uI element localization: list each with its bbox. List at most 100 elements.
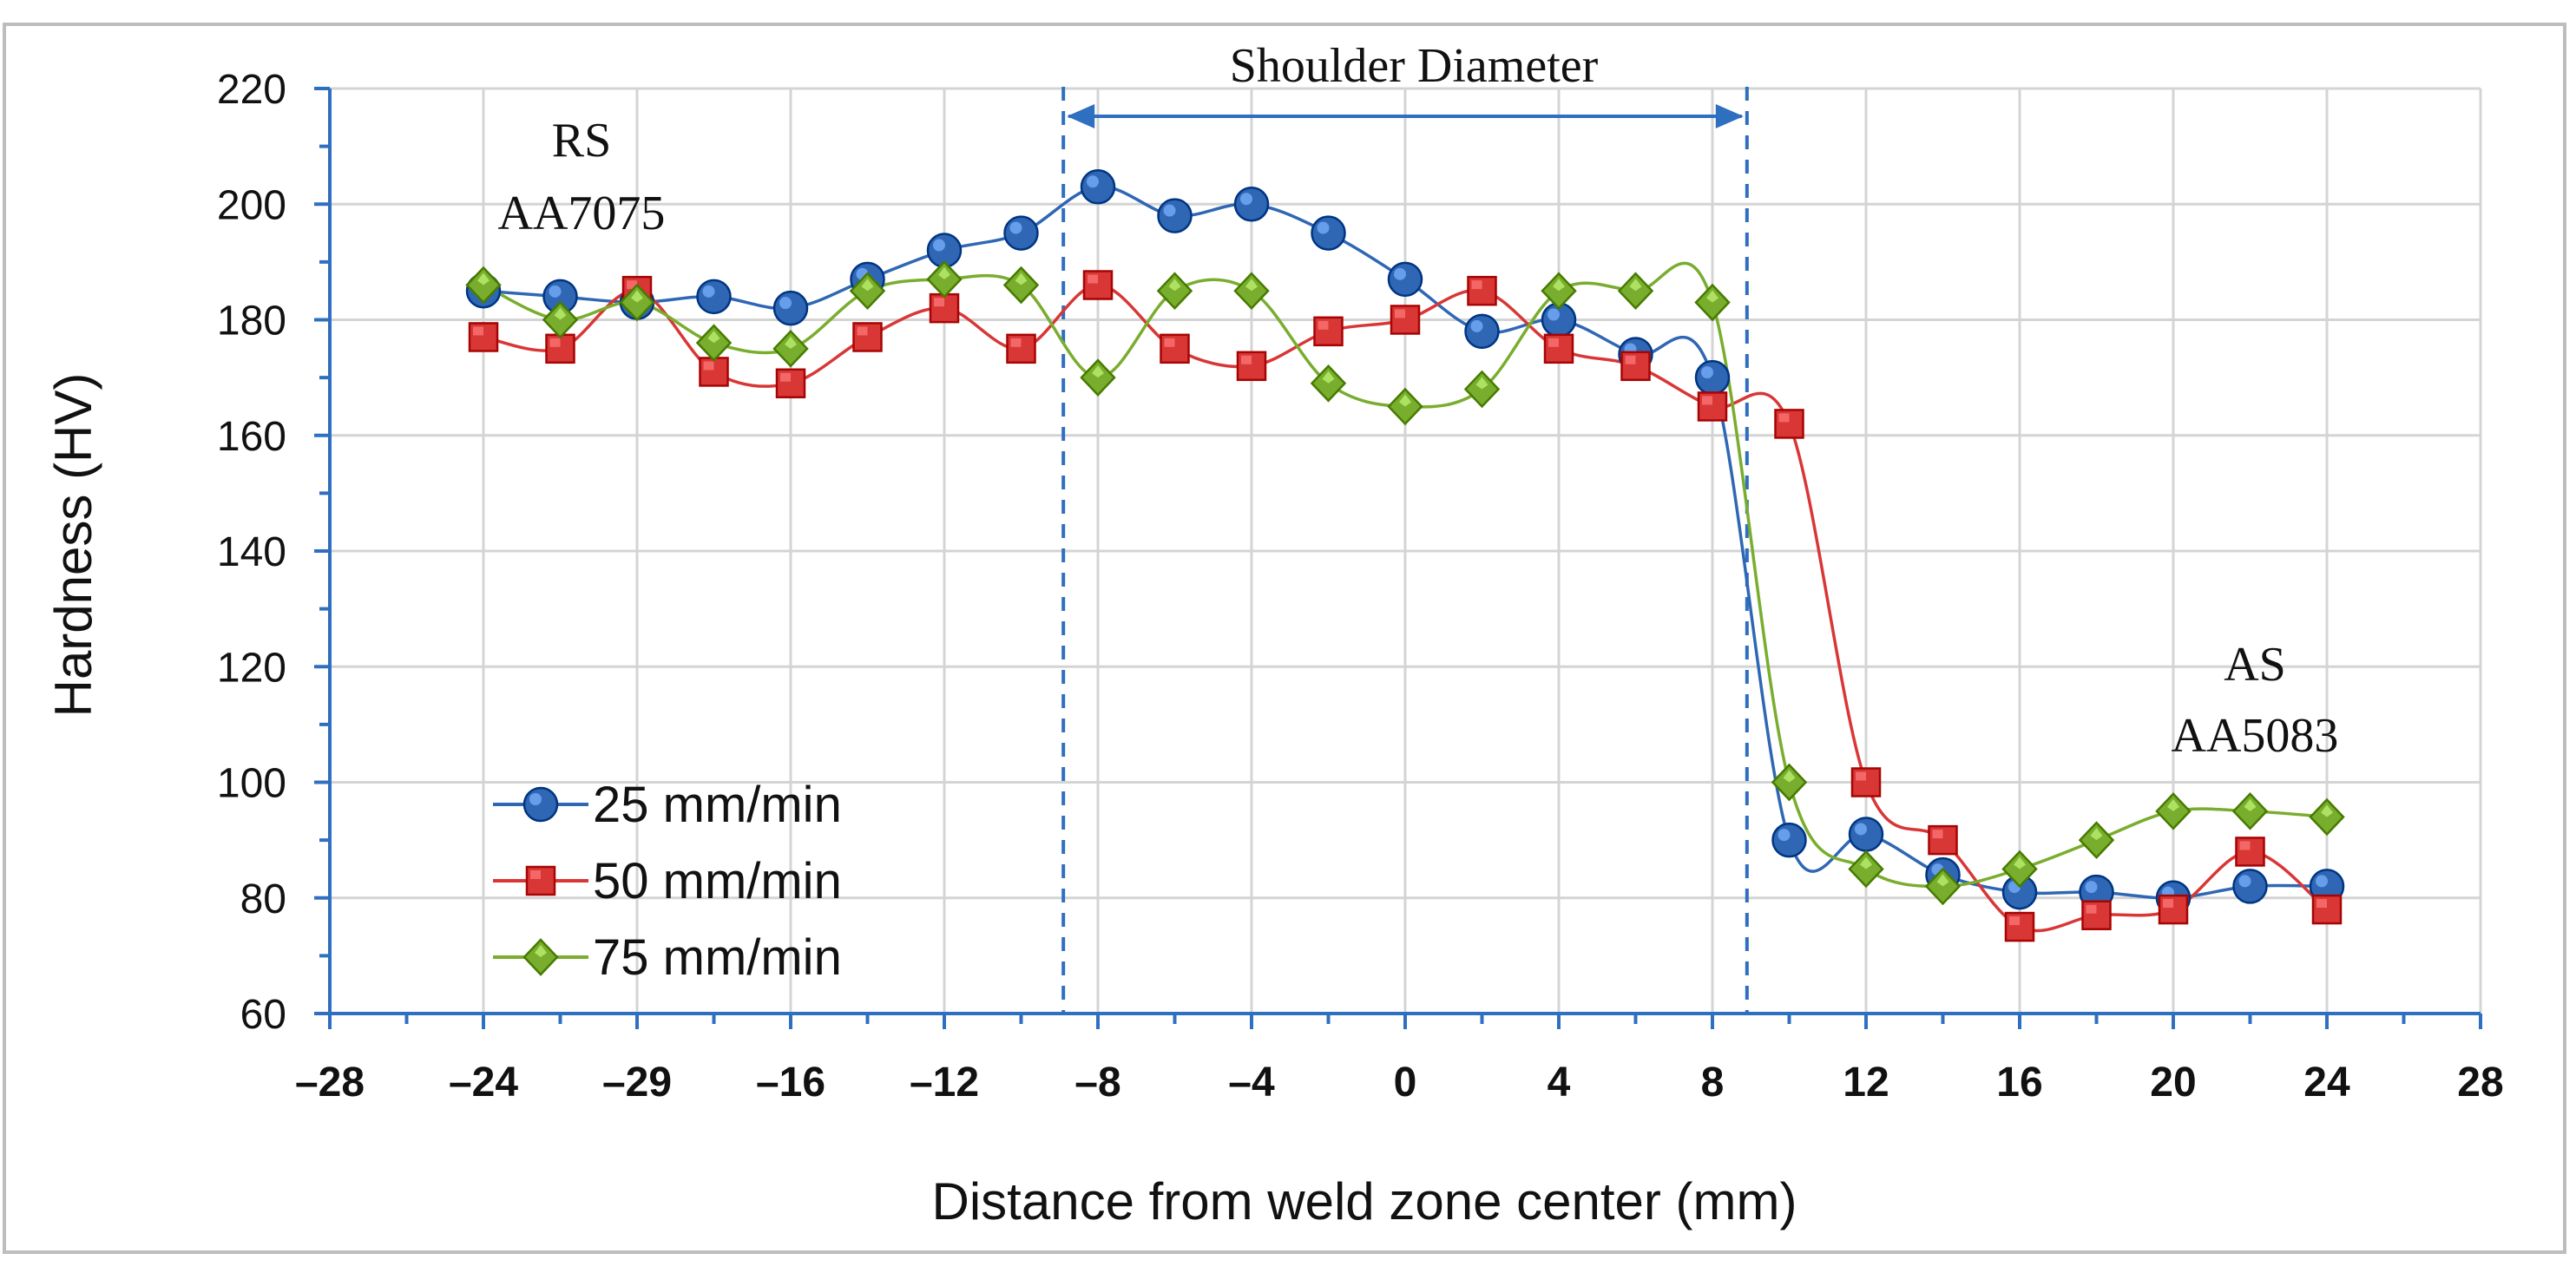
x-tick-label: 28 (2457, 1060, 2503, 1106)
data-point-highlight (549, 338, 561, 347)
y-tick-label: 120 (217, 645, 286, 691)
annotations: Shoulder Diameter RS AA7075 AS AA5083 (498, 39, 2338, 1014)
legend-label: 50 mm/min (593, 853, 842, 909)
data-point-highlight (1936, 874, 1949, 887)
data-point-highlight (779, 297, 792, 310)
y-tick-label: 220 (217, 67, 286, 113)
data-point-highlight (1783, 770, 1796, 783)
data-point-highlight (2085, 881, 2098, 894)
rs-label: RS (552, 114, 612, 167)
data-point-highlight (1629, 279, 1642, 292)
legend-label: 25 mm/min (593, 777, 842, 833)
data-point-highlight (473, 326, 483, 336)
x-tick-label: –8 (1074, 1060, 1120, 1106)
data-point-highlight (1778, 413, 1790, 423)
arrow-head-left (1067, 104, 1095, 128)
data-point-highlight (702, 285, 715, 298)
y-tick-label: 160 (217, 414, 286, 460)
data-point-highlight (1240, 193, 1252, 206)
data-point-highlight (707, 331, 720, 344)
data-point-highlight (1548, 338, 1559, 347)
data-point-highlight (1399, 394, 1411, 407)
y-tick-label: 200 (217, 182, 286, 228)
data-point-highlight (2316, 899, 2327, 909)
legend-label: 75 mm/min (593, 929, 842, 986)
data-point (1387, 261, 1423, 298)
data-point-highlight (1318, 320, 1329, 330)
series-markers (468, 270, 2343, 942)
data-point (1464, 313, 1500, 350)
data-point-highlight (1395, 309, 1405, 318)
series-markers (465, 260, 2345, 906)
data-point (1080, 169, 1116, 205)
legend-marker-highlight (530, 870, 541, 879)
rs-alloy-label: AA7075 (498, 187, 666, 240)
grid (330, 87, 2482, 1014)
x-tick-label: 0 (1394, 1060, 1417, 1106)
legend: 25 mm/min 50 mm/min 75 mm/min (493, 777, 842, 986)
data-point-highlight (1163, 204, 1176, 217)
x-tick-label: 24 (2303, 1060, 2350, 1106)
data-point-highlight (1241, 355, 1252, 364)
data-point-highlight (1394, 267, 1406, 280)
data-point-highlight (1701, 366, 1713, 379)
data-point-highlight (1932, 830, 1943, 839)
data-point-highlight (1009, 221, 1022, 234)
data-point-highlight (933, 239, 945, 252)
legend-marker-highlight (535, 945, 547, 957)
data-point-highlight (2316, 875, 2328, 888)
y-tick-label: 140 (217, 529, 286, 575)
series-line (483, 261, 2328, 889)
data-point-highlight (2090, 828, 2103, 841)
data-point (1924, 867, 1962, 906)
x-axis-title: Distance from weld zone center (mm) (932, 1172, 1797, 1230)
x-tick-label: –16 (756, 1060, 825, 1106)
data-point (772, 290, 809, 326)
data-point-highlight (703, 361, 714, 371)
data-point-highlight (1168, 279, 1181, 292)
data-point-highlight (627, 280, 637, 290)
data-point-highlight (631, 290, 643, 303)
data-point (2232, 869, 2268, 904)
data-point-highlight (861, 279, 874, 292)
series (465, 169, 2345, 942)
x-tick-label: –4 (1228, 1060, 1275, 1106)
data-point (1311, 215, 1346, 251)
x-tick-label: –24 (449, 1060, 518, 1106)
x-tick-label: 16 (1996, 1060, 2042, 1106)
y-tick-label: 100 (217, 761, 286, 807)
data-point-highlight (1778, 829, 1791, 842)
data-point (1233, 187, 1270, 222)
data-point-highlight (857, 326, 868, 336)
legend-marker (522, 786, 559, 823)
data-point-highlight (1475, 377, 1488, 390)
data-point-highlight (2014, 856, 2026, 869)
data-point-highlight (1322, 371, 1335, 384)
data-point-highlight (549, 285, 562, 298)
data-point-highlight (2238, 875, 2251, 888)
data-point (1003, 215, 1039, 251)
chart-frame (3, 23, 2566, 1254)
data-point-highlight (1245, 279, 1258, 292)
data-point-highlight (1625, 355, 1636, 364)
data-point-highlight (780, 372, 791, 382)
data-point-highlight (1092, 365, 1104, 378)
data-point-highlight (554, 307, 567, 320)
data-point-highlight (477, 272, 490, 285)
x-tick-label: –28 (295, 1060, 365, 1106)
data-point (1157, 198, 1193, 233)
shoulder-diameter-label: Shoulder Diameter (1230, 39, 1599, 93)
data-point-highlight (1470, 319, 1483, 332)
data-point-highlight (1164, 338, 1175, 347)
data-point (1694, 359, 1731, 396)
data-point-highlight (938, 266, 950, 279)
x-tick-label: –12 (910, 1060, 979, 1106)
x-tick-label: 20 (2150, 1060, 2196, 1106)
legend-marker-highlight (529, 793, 542, 805)
y-axis-title: Hardness (HV) (44, 373, 102, 718)
series-75-mm-min (483, 261, 2328, 889)
axes: –28 –24 –29 –16 –12 –8 –4 0 4 8 12 16 20 24 28 60 80 100 1… (217, 67, 2504, 1106)
data-point-highlight (2086, 904, 2097, 914)
data-point-highlight (1553, 279, 1565, 292)
